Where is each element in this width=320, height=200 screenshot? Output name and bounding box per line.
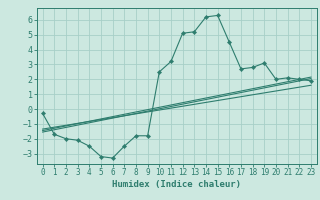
X-axis label: Humidex (Indice chaleur): Humidex (Indice chaleur) [112, 180, 241, 189]
